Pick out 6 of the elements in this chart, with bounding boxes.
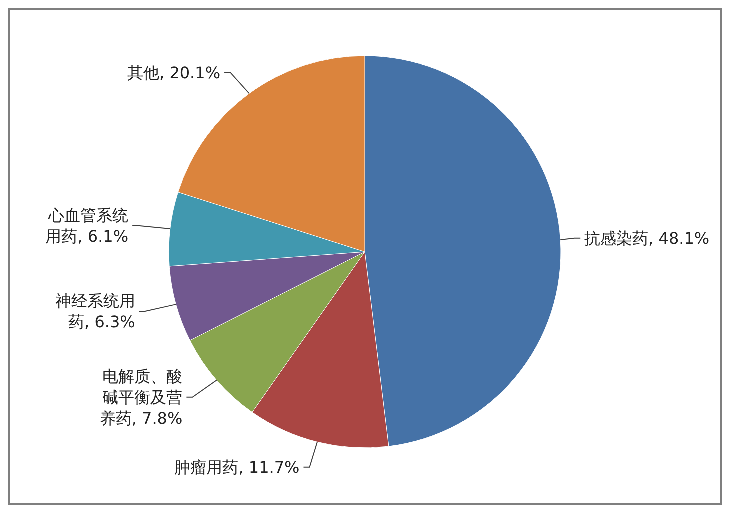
slice-label: 神经系统用药, 6.3%	[55, 292, 136, 332]
slice-label: 电解质、酸碱平衡及营养药, 7.8%	[100, 367, 183, 428]
slice-label: 肿瘤用药, 11.7%	[174, 458, 300, 477]
slice-label: 心血管系统用药, 6.1%	[46, 206, 129, 246]
slice-label: 其他, 20.1%	[128, 63, 221, 82]
slice-label: 抗感染药, 48.1%	[584, 229, 710, 248]
